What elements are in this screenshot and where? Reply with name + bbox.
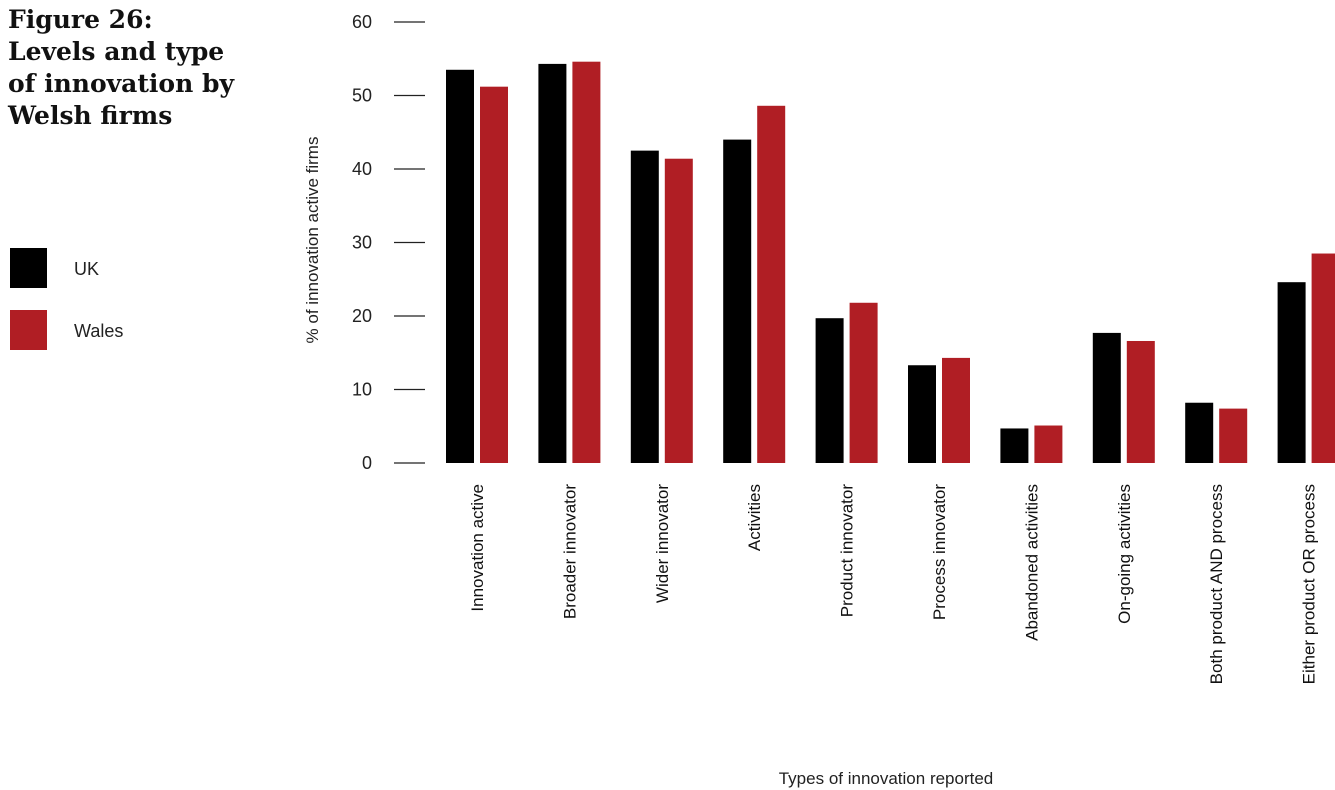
- y-tick-label: 0: [362, 453, 372, 473]
- y-tick-label: 50: [352, 86, 372, 106]
- x-category-label: Abandoned activities: [1022, 484, 1041, 641]
- bar-wales: [942, 357, 970, 463]
- bars-group: [446, 61, 1335, 464]
- x-category-label: Process innovator: [930, 484, 949, 620]
- x-axis-labels: Innovation active Broader innovator Wider …: [468, 484, 1319, 685]
- bar-wales: [572, 61, 601, 463]
- bar-uk: [630, 150, 659, 463]
- bar-wales: [480, 86, 508, 464]
- bar-uk: [815, 318, 844, 463]
- legend-label-uk: UK: [74, 259, 100, 279]
- legend-swatch-uk: [10, 248, 47, 288]
- bar-uk: [1185, 402, 1214, 463]
- bar-uk: [1092, 332, 1121, 463]
- bar-uk: [1000, 428, 1029, 463]
- x-axis-title: Types of innovation reported: [779, 769, 994, 788]
- x-category-label: Broader innovator: [560, 484, 579, 619]
- figure-title-line: Figure 26:: [8, 5, 153, 34]
- y-tick-label: 40: [352, 159, 372, 179]
- x-category-label: On-going activities: [1115, 484, 1134, 624]
- bar-wales: [664, 158, 693, 463]
- y-tick-label: 20: [352, 306, 372, 326]
- x-category-label: Both product AND process: [1207, 484, 1226, 684]
- bar-uk: [538, 63, 567, 464]
- y-axis: 0 10 20 30 40 50 60: [352, 12, 425, 473]
- bar-uk: [908, 365, 936, 463]
- legend-swatch-wales: [10, 310, 47, 350]
- x-category-label: Either product OR process: [1300, 484, 1319, 684]
- x-category-label: Wider innovator: [653, 484, 672, 603]
- bar-uk: [723, 139, 752, 463]
- figure-title-line: of innovation by: [8, 69, 234, 98]
- x-category-label: Innovation active: [468, 484, 487, 612]
- bar-wales: [1219, 408, 1248, 463]
- bar-wales: [757, 105, 786, 463]
- y-tick-label: 60: [352, 12, 372, 32]
- bar-wales: [849, 302, 878, 463]
- bar-wales: [1311, 253, 1335, 463]
- figure-title-line: Levels and type: [8, 37, 225, 66]
- bar-uk: [1277, 282, 1306, 463]
- figure-title-line: Welsh firms: [8, 101, 173, 130]
- y-tick-label: 30: [352, 233, 372, 253]
- legend-label-wales: Wales: [74, 321, 124, 341]
- figure-title: Figure 26: Levels and type of innovation…: [8, 4, 258, 132]
- x-category-label: Activities: [745, 484, 764, 551]
- bar-wales: [1126, 340, 1155, 463]
- bar-wales: [1034, 425, 1063, 463]
- bar-uk: [446, 69, 474, 464]
- y-axis-title: % of innovation active firms: [303, 137, 322, 344]
- x-category-label: Product innovator: [838, 484, 857, 618]
- y-tick-label: 10: [352, 380, 372, 400]
